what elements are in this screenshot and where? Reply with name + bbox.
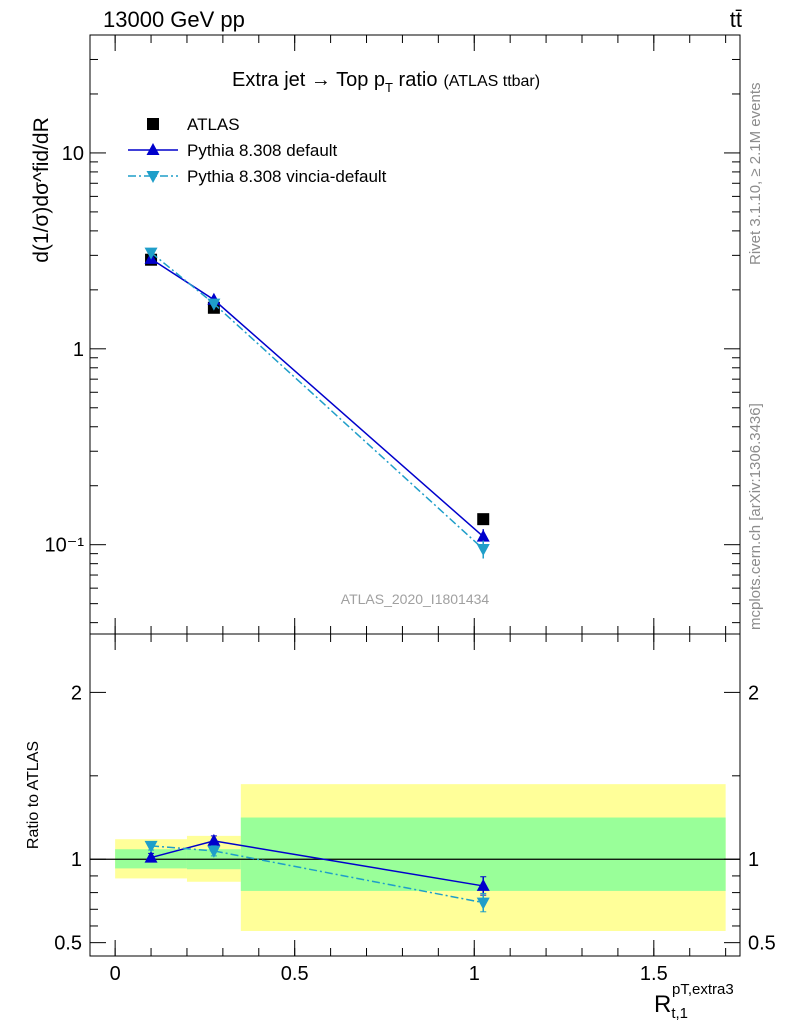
main-ylabel: d(1/σ)dσ^fid/dR <box>30 117 53 263</box>
legend-label: ATLAS <box>187 115 240 134</box>
x-axis-label: Rt,1 <box>654 991 688 1022</box>
ratio-y-tick-label-left: 0.5 <box>54 933 82 955</box>
legend-item: Pythia 8.308 vincia-default <box>128 167 387 186</box>
x-tick-label: 0 <box>110 963 121 985</box>
ratio-y-tick-label-right: 2 <box>748 682 759 704</box>
data-point <box>207 298 221 311</box>
x-tick-label: 1.5 <box>640 963 668 985</box>
ratio-data-point <box>207 845 221 858</box>
ratio-data-point <box>207 833 221 846</box>
ratio-data-point <box>476 897 490 910</box>
legend-item: ATLAS <box>147 115 240 134</box>
legend-item: Pythia 8.308 default <box>128 141 338 160</box>
ratio-data-point <box>144 850 158 863</box>
ratio-y-tick-label-right: 0.5 <box>748 933 776 955</box>
y-tick-label: 1 <box>73 339 84 361</box>
ratio-data-point <box>144 840 158 853</box>
svg-text:Ratio to ATLAS: Ratio to ATLAS <box>25 741 42 849</box>
legend-marker <box>146 171 160 183</box>
data-point <box>144 247 158 260</box>
ratio-data-point <box>476 878 490 891</box>
legend-label: Pythia 8.308 default <box>187 141 338 160</box>
main-plot-panel: 10⁻¹ 1 10 Extra jet → Top pT ratio (ATLAS t… <box>30 34 741 635</box>
ratio-ylabel: Ratio to ATLAS <box>25 741 42 849</box>
ratio-y-tick-label-left: 1 <box>71 849 82 871</box>
svg-text:d(1/σ)dσ^fid/dR: d(1/σ)dσ^fid/dR <box>30 117 53 263</box>
series-pythia-8-308-default <box>144 251 490 545</box>
process-label: tt̄ <box>730 7 742 32</box>
energy-label: 13000 GeV pp <box>103 7 245 32</box>
data-point <box>477 513 490 526</box>
series-line <box>150 251 484 550</box>
ratio-series-pythia-8-308-vincia-default <box>144 840 490 913</box>
analysis-id-label: ATLAS_2020_I1801434 <box>341 591 490 607</box>
data-point <box>476 529 490 542</box>
ratio-plot-panel: 0.5 0.51 12 2 0 0.5 1 1.5 Ratio to ATLAS Rt,1 … <box>25 633 776 1022</box>
legend-label: Pythia 8.308 vincia-default <box>187 167 387 186</box>
ratio-plot-frame <box>89 633 741 957</box>
rivet-version-label: Rivet 3.1.10, ≥ 2.1M events <box>747 83 764 266</box>
legend-marker <box>146 143 160 155</box>
ratio-y-tick-label-left: 2 <box>71 682 82 704</box>
legend: ATLAS Pythia 8.308 default Pythia 8.308 vi… <box>128 115 387 186</box>
ratio-series-line <box>150 845 484 904</box>
x-tick-label: 1 <box>469 963 480 985</box>
mcplots-label: mcplots.cern.ch [arXiv:1306.3436] <box>747 403 764 630</box>
data-point <box>476 544 490 557</box>
x-axis-label-superscript: pT,extra3 <box>672 981 734 998</box>
x-tick-label: 0.5 <box>281 963 309 985</box>
chart-title: Extra jet → Top pT ratio (ATLAS ttbar) <box>232 69 540 95</box>
y-tick-label: 10⁻¹ <box>45 535 85 557</box>
legend-marker <box>147 118 159 130</box>
series-atlas <box>145 253 490 526</box>
series-pythia-8-308-vincia-default <box>144 247 490 559</box>
y-tick-label: 10 <box>62 143 84 165</box>
ratio-y-tick-label-right: 1 <box>748 849 759 871</box>
